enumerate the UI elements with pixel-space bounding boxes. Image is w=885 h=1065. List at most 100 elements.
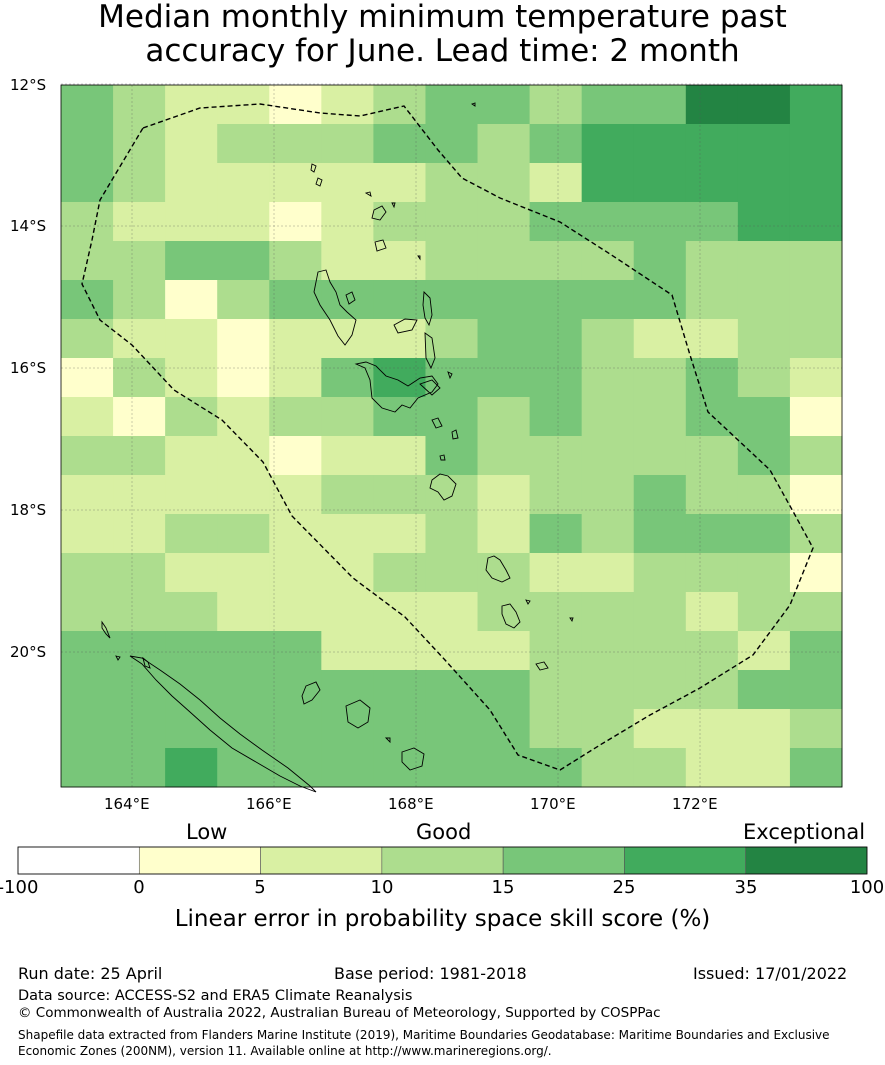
grid-cell <box>685 709 739 749</box>
grid-cell <box>789 748 843 788</box>
grid-cell <box>737 553 791 593</box>
colorbar-swatch <box>745 846 868 875</box>
grid-cell <box>581 280 635 320</box>
grid-cell <box>61 202 114 242</box>
grid-cell <box>165 514 218 554</box>
colorbar-swatch <box>138 846 261 875</box>
grid-cell <box>113 514 166 554</box>
grid-cell <box>581 241 635 281</box>
colorbar-swatch <box>17 846 140 875</box>
grid-cell <box>789 202 843 242</box>
grid-cell <box>217 631 270 671</box>
legend-category-good: Good <box>416 820 472 844</box>
grid-cell <box>269 514 322 554</box>
grid-cell <box>425 592 479 632</box>
grid-cell <box>581 553 635 593</box>
grid-cell <box>269 553 322 593</box>
grid-cell <box>425 358 479 398</box>
grid-cell <box>269 631 322 671</box>
grid-cell <box>269 85 322 125</box>
grid-cell <box>737 748 791 788</box>
grid-cell <box>425 163 479 203</box>
grid-cell <box>737 319 791 359</box>
grid-cell <box>529 553 583 593</box>
grid-cell <box>373 670 426 710</box>
grid-cell <box>217 280 270 320</box>
grid-cell <box>633 592 687 632</box>
island-ambrym <box>419 379 441 396</box>
island-torres-2 <box>315 177 323 187</box>
grid-cell <box>217 358 270 398</box>
grid-cell <box>113 631 166 671</box>
grid-cell <box>477 124 531 164</box>
title-line-1: Median monthly minimum temperature past <box>98 0 787 35</box>
grid-cell <box>113 436 166 476</box>
grid-cell <box>529 163 583 203</box>
grid-cell <box>373 202 426 242</box>
grid-cell <box>789 319 843 359</box>
grid-cell <box>581 709 635 749</box>
grid-cell <box>321 163 374 203</box>
grid-cell <box>529 631 583 671</box>
grid-cell <box>425 436 479 476</box>
island-small-e <box>525 599 531 605</box>
lon-label-166e: 166°E <box>246 795 292 813</box>
grid-cell <box>113 280 166 320</box>
grid-cell <box>789 553 843 593</box>
colorbar-label: Linear error in probability space skill … <box>174 906 711 932</box>
grid-cell <box>581 748 635 788</box>
grid-cell <box>425 280 479 320</box>
grid-cell <box>477 592 531 632</box>
grid-cell <box>477 163 531 203</box>
grid-cell <box>581 202 635 242</box>
grid-cell <box>61 436 114 476</box>
island-espiritu-santo <box>313 269 357 346</box>
grid-cell <box>373 85 426 125</box>
grid-cell <box>581 358 635 398</box>
grid-cell <box>321 631 374 671</box>
data-source: Data source: ACCESS-S2 and ERA5 Climate … <box>18 988 413 1004</box>
grid-cell <box>529 709 583 749</box>
lat-label-18s: 18°S <box>10 501 47 519</box>
grid-cell <box>581 514 635 554</box>
island-small-g <box>470 102 476 107</box>
grid-cell <box>217 748 270 788</box>
grid-cell <box>529 280 583 320</box>
grid-cell <box>737 514 791 554</box>
grid-cell <box>581 319 635 359</box>
legend-category-low: Low <box>186 820 228 844</box>
eez-boundary <box>81 103 814 771</box>
grid-cell <box>737 436 791 476</box>
grid-cell <box>737 631 791 671</box>
grid-cell <box>789 709 843 749</box>
grid-cell <box>165 319 218 359</box>
grid-cell <box>113 475 166 515</box>
run-date: Run date: 25 April <box>18 964 163 983</box>
grid-cell <box>737 358 791 398</box>
grid-cell <box>217 475 270 515</box>
grid-cell <box>373 163 426 203</box>
grid-cell <box>477 319 531 359</box>
grid-cell <box>477 241 531 281</box>
grid-cell <box>321 748 374 788</box>
grid-cell <box>269 670 322 710</box>
grid-cell <box>373 475 426 515</box>
grid-cell <box>165 202 218 242</box>
issued-date: Issued: 17/01/2022 <box>693 964 848 983</box>
grid-cell <box>165 592 218 632</box>
skill-grid <box>61 85 843 788</box>
grid-cell <box>61 397 114 437</box>
grid-cell <box>737 397 791 437</box>
grid-cell <box>165 436 218 476</box>
grid-cell <box>789 124 843 164</box>
grid-cell <box>269 475 322 515</box>
grid-cell <box>737 202 791 242</box>
grid-cell <box>113 202 166 242</box>
grid-cell <box>425 553 479 593</box>
grid-cell <box>425 202 479 242</box>
grid-cell <box>581 124 635 164</box>
grid-cell <box>633 124 687 164</box>
grid-cell <box>737 85 791 125</box>
grid-cell <box>373 709 426 749</box>
island-small-b <box>391 202 396 209</box>
